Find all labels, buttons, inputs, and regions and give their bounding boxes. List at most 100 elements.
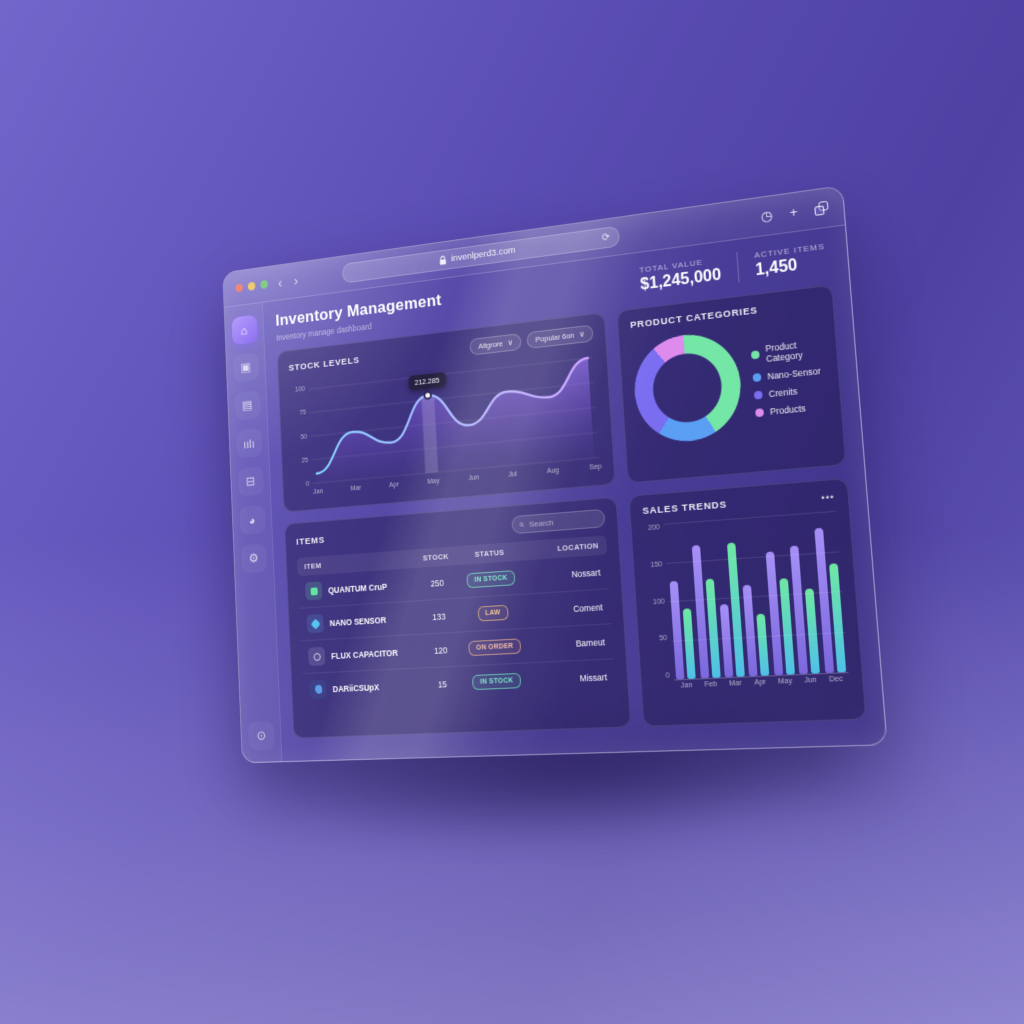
- stock-cell: 120: [422, 644, 459, 656]
- search-input[interactable]: [529, 514, 598, 528]
- status-badge: ON ORDER: [468, 638, 521, 656]
- sales-bar-chart: 200150100500: [643, 511, 848, 681]
- legend-dot: [751, 350, 760, 359]
- x-tick-label: May: [427, 478, 439, 486]
- x-tick-label: Apr: [747, 679, 772, 688]
- history-icon[interactable]: ◷: [760, 208, 773, 223]
- y-tick-label: 0: [294, 481, 310, 489]
- stat-total-value: TOTAL VALUE $1,245,000: [639, 255, 722, 294]
- folder-icon: ⊟: [246, 474, 256, 490]
- legend-label: Nano-Sensor: [767, 365, 821, 381]
- sidebar-item-inventory[interactable]: ▣: [233, 352, 259, 383]
- status-cell: IN STOCK: [455, 569, 527, 589]
- bars-area: [664, 511, 849, 680]
- lock-icon: [439, 255, 447, 266]
- sidebar-item-files[interactable]: ⊟: [237, 466, 263, 496]
- filter-label: Popular 6on: [535, 331, 574, 344]
- tabs-overview-icon[interactable]: [814, 201, 829, 216]
- header-stats: TOTAL VALUE $1,245,000 ACTIVE ITEMS 1,45…: [639, 240, 831, 295]
- dashboard-grid: STOCK LEVELS Altgrore∨Popular 6on∨ 10075…: [277, 285, 867, 739]
- x-tick-label: Apr: [389, 481, 399, 489]
- legend-dot: [755, 408, 764, 417]
- logout-button[interactable]: ⊙: [248, 721, 275, 751]
- url-text: invenlperd3.com: [451, 245, 516, 264]
- sidebar-item-orders[interactable]: ▤: [234, 390, 260, 420]
- stock-cell: 250: [419, 577, 456, 589]
- legend-dot: [752, 372, 761, 381]
- legend-item: Nano-Sensor: [752, 365, 825, 383]
- pie-chart-icon: ◕: [248, 513, 255, 528]
- items-panel: ITEMS ITEMSTOCKSTATUSLOCATION QUANTUM Cr…: [284, 497, 631, 739]
- item-icon-shape: [310, 587, 317, 595]
- location-cell: Missart: [533, 672, 608, 686]
- gear-icon: ⚙: [248, 551, 259, 567]
- x-tick-label: Aug: [547, 467, 559, 475]
- y-tick-label: 50: [292, 433, 308, 441]
- window-body: ⌂ ▣ ▤ ıılı ⊟ ◕ ⚙ ⊙ Inventory Management Invento…: [225, 225, 887, 762]
- sales-trends-panel: SALES TRENDS ••• 200150100500 JanFebMarA…: [628, 478, 866, 727]
- x-tick-label: May: [772, 677, 798, 686]
- sidebar-item-home[interactable]: ⌂: [231, 315, 257, 346]
- diamond-icon: [306, 614, 323, 633]
- categories-body: Product CategoryNano-SensorCrenitsProduc…: [631, 319, 829, 445]
- y-tick-label: 0: [653, 672, 670, 680]
- item-name: QUANTUM CruP: [328, 581, 387, 595]
- product-categories-panel: PRODUCT CATEGORIES Product CategoryNano-…: [616, 285, 846, 484]
- stat-active-items: ACTIVE ITEMS 1,450: [754, 241, 827, 280]
- legend-item: Products: [755, 400, 828, 417]
- close-window-button[interactable]: [235, 283, 243, 292]
- x-tick-label: Jan: [313, 488, 323, 496]
- status-cell: LAW: [457, 604, 529, 623]
- sidebar-item-reports[interactable]: ◕: [239, 505, 266, 535]
- clipboard-icon: ▤: [242, 397, 253, 413]
- chip-icon: [305, 581, 322, 600]
- more-options-icon[interactable]: •••: [821, 491, 835, 503]
- donut-chart: [631, 329, 744, 446]
- filter-dropdown-0[interactable]: Altgrore ∨: [470, 333, 522, 356]
- dark-box-icon: [309, 680, 327, 699]
- location-cell: Nossart: [527, 567, 601, 582]
- column-header: STATUS: [454, 546, 526, 560]
- minimize-window-button[interactable]: [248, 282, 256, 291]
- logout-icon: ⊙: [256, 728, 266, 744]
- traffic-lights: [235, 280, 268, 293]
- location-cell: Bameut: [531, 636, 606, 650]
- x-tick-label: Jun: [798, 676, 824, 685]
- main-content: Inventory Management Inventory manage da…: [263, 225, 887, 761]
- status-cell: IN STOCK: [461, 672, 534, 690]
- stock-cell: 15: [424, 678, 461, 690]
- zoom-window-button[interactable]: [260, 280, 268, 289]
- box-icon: ▣: [240, 360, 251, 376]
- item-icon-shape: [314, 685, 321, 694]
- reload-icon[interactable]: ⟳: [601, 232, 610, 244]
- back-button[interactable]: ‹: [276, 275, 284, 289]
- y-tick-label: 100: [289, 386, 305, 394]
- stock-cell: 133: [420, 610, 457, 622]
- new-tab-button[interactable]: +: [789, 205, 798, 219]
- search-box[interactable]: [511, 509, 605, 534]
- forward-button[interactable]: ›: [292, 273, 300, 287]
- x-tick-label: Dec: [823, 675, 849, 684]
- legend-item: Crenits: [754, 383, 827, 401]
- search-icon: [519, 520, 524, 529]
- status-badge: LAW: [477, 605, 508, 622]
- sidebar-item-analytics[interactable]: ıılı: [236, 428, 262, 458]
- item-name: FLUX CAPACITOR: [331, 647, 398, 660]
- legend-label: Crenits: [768, 385, 797, 398]
- filter-label: Altgrore: [478, 339, 503, 351]
- filter-dropdown-1[interactable]: Popular 6on∨: [526, 325, 593, 349]
- x-tick-label: Mar: [350, 485, 361, 493]
- x-tick-label: Jul: [508, 471, 517, 479]
- y-tick-label: 200: [643, 524, 660, 532]
- item-name: NANO SENSOR: [329, 615, 386, 628]
- status-cell: ON ORDER: [459, 638, 532, 657]
- y-tick-label: 100: [648, 598, 665, 606]
- stock-levels-panel: STOCK LEVELS Altgrore∨Popular 6on∨ 10075…: [277, 312, 616, 512]
- x-tick-label: Jan: [674, 682, 699, 690]
- purple-bar: [743, 584, 758, 676]
- sidebar-item-settings[interactable]: ⚙: [240, 543, 267, 573]
- y-tick-label: 25: [293, 457, 309, 465]
- panel-title: SALES TRENDS: [642, 499, 727, 517]
- chevron-down-icon: ∨: [507, 338, 513, 347]
- chrome-actions: ◷ +: [760, 201, 828, 223]
